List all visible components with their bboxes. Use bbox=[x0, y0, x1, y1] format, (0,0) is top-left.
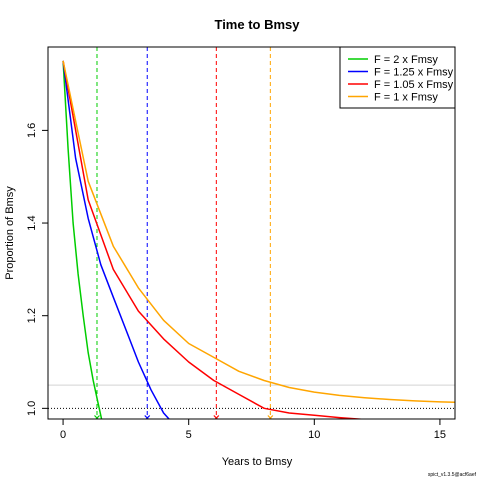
series-line-3 bbox=[62, 60, 455, 404]
x-axis-label: Years to Bmsy bbox=[222, 456, 293, 468]
chart-title: Time to Bmsy bbox=[214, 17, 300, 32]
x-tick-label-3: 15 bbox=[434, 429, 446, 441]
footer-version: spict_v1.3.5@acf6aef bbox=[428, 472, 477, 478]
time-to-bmsy-marker-1 bbox=[144, 415, 151, 419]
time-to-bmsy-marker-0 bbox=[94, 415, 100, 419]
plot-content bbox=[48, 47, 455, 419]
legend-label-0: F = 2 x Fmsy bbox=[374, 54, 438, 66]
y-tick-label-0: 1.0 bbox=[26, 401, 38, 416]
legend-label-1: F = 1.25 x Fmsy bbox=[374, 67, 454, 79]
legend-label-2: F = 1.05 x Fmsy bbox=[374, 79, 454, 91]
y-tick-label-1: 1.2 bbox=[26, 308, 38, 323]
series-line-0 bbox=[62, 60, 103, 419]
y-axis-label: Proportion of Bmsy bbox=[4, 186, 16, 280]
x-tick-label-0: 0 bbox=[60, 429, 66, 441]
y-tick-label-2: 1.4 bbox=[26, 215, 38, 230]
x-tick-label-2: 10 bbox=[308, 429, 320, 441]
plot-frame bbox=[47, 46, 456, 420]
series-line-1 bbox=[62, 60, 171, 419]
time-to-bmsy-marker-2 bbox=[213, 415, 220, 419]
time-to-bmsy-marker-3 bbox=[267, 415, 274, 419]
legend-box bbox=[339, 46, 456, 109]
legend-label-3: F = 1 x Fmsy bbox=[374, 92, 438, 104]
x-tick-label-1: 5 bbox=[186, 429, 192, 441]
y-tick-label-3: 1.6 bbox=[26, 123, 38, 138]
series-line-2 bbox=[62, 60, 365, 419]
